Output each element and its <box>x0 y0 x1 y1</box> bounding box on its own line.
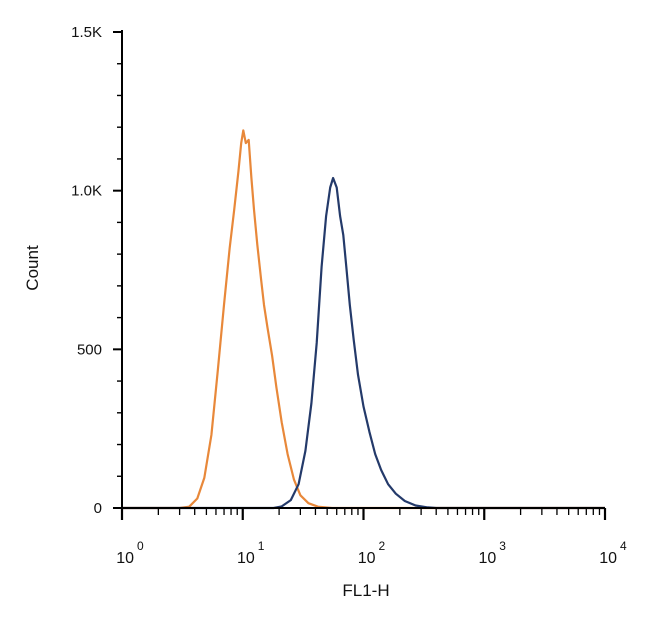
x-tick-exponent: 2 <box>379 539 386 553</box>
x-tick-label: 10 <box>237 550 255 567</box>
y-tick-label: 1.0K <box>71 183 102 200</box>
histogram-series-2 <box>122 176 605 510</box>
axes-layer <box>121 30 605 509</box>
y-tick-label: 1.5K <box>71 24 102 41</box>
y-tick-label: 500 <box>77 341 102 358</box>
histogram-series-1 <box>122 129 605 510</box>
x-tick-label: 10 <box>599 550 617 567</box>
x-tick-label: 10 <box>358 550 376 567</box>
x-tick-label: 10 <box>478 550 496 567</box>
x-tick-exponent: 3 <box>499 539 506 553</box>
y-axis-label: Count <box>23 245 42 291</box>
x-tick-label: 10 <box>116 550 134 567</box>
x-axis-label: FL1-H <box>342 581 389 600</box>
x-tick-exponent: 4 <box>620 539 627 553</box>
x-tick-exponent: 0 <box>137 539 144 553</box>
y-tick-label: 0 <box>94 500 102 517</box>
x-tick-exponent: 1 <box>258 539 265 553</box>
series-layer <box>122 129 605 510</box>
